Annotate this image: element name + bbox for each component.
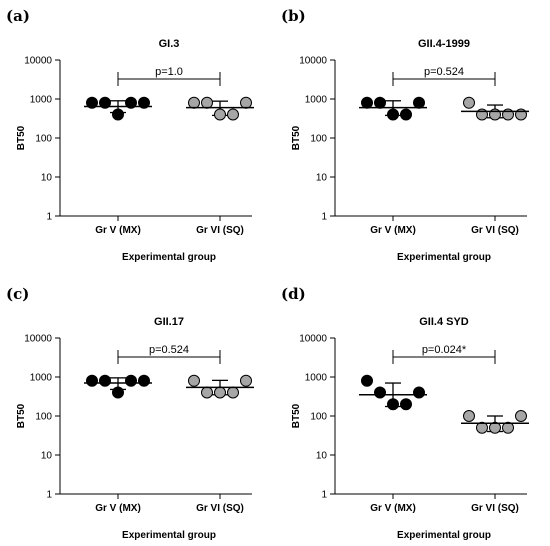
data-point (227, 386, 239, 399)
data-point (489, 421, 501, 434)
y-tick-label: 100 (310, 412, 327, 423)
data-point (476, 421, 488, 434)
y-tick-label: 10 (316, 173, 328, 184)
data-point (188, 96, 200, 109)
data-point (400, 398, 412, 411)
data-point (201, 386, 213, 399)
chart-panel: (a) GI.3 1 10 100 1000 10000 Gr V (MX) Gr VI (SQ… (6, 7, 254, 263)
data-point (515, 108, 527, 121)
y-tick-label: 10 (316, 451, 328, 462)
y-tick-label: 1 (46, 490, 52, 501)
data-point (112, 386, 124, 399)
data-point (188, 374, 200, 387)
data-point (463, 410, 475, 422)
y-tick-label: 100 (35, 134, 52, 145)
data-point (125, 374, 137, 387)
data-point (361, 374, 373, 387)
data-point (387, 108, 399, 121)
x-tick-label: Gr V (MX) (370, 225, 416, 236)
y-axis-title: BT50 (16, 403, 27, 428)
data-point (387, 398, 399, 411)
data-point (240, 374, 252, 387)
x-axis-title: Experimental group (397, 530, 491, 541)
panel-label: (d) (281, 285, 306, 303)
x-tick-label: Gr V (MX) (95, 503, 141, 514)
data-point (112, 108, 124, 121)
data-point (138, 96, 150, 109)
data-point (374, 386, 386, 399)
x-tick-label: Gr V (MX) (95, 225, 141, 236)
y-tick-label: 1000 (30, 373, 53, 384)
x-axis-title: Experimental group (397, 252, 491, 263)
x-tick-label: Gr VI (SQ) (196, 503, 244, 514)
y-tick-label: 10000 (299, 56, 327, 67)
x-axis-title: Experimental group (122, 252, 216, 263)
chart-title: GII.4-1999 (418, 38, 470, 50)
data-point (86, 96, 98, 109)
p-value-label: p=0.524 (149, 344, 189, 356)
data-point (138, 374, 150, 387)
x-axis-title: Experimental group (122, 530, 216, 541)
y-axis-title: BT50 (16, 125, 27, 150)
x-tick-label: Gr VI (SQ) (471, 225, 519, 236)
y-tick-label: 10000 (24, 334, 52, 345)
data-point (476, 108, 488, 121)
p-value-label: p=0.024* (422, 344, 467, 356)
y-tick-label: 1000 (305, 95, 328, 106)
y-tick-label: 1000 (30, 95, 53, 106)
chart-title: GI.3 (159, 38, 180, 50)
panel-label: (c) (6, 285, 29, 303)
x-tick-label: Gr VI (SQ) (471, 503, 519, 514)
chart-title: GII.17 (154, 316, 184, 328)
y-tick-label: 10000 (24, 56, 52, 67)
data-point (99, 96, 111, 109)
p-value-label: p=0.524 (424, 66, 464, 78)
y-tick-label: 1 (321, 212, 327, 223)
y-tick-label: 1000 (305, 373, 328, 384)
p-value-label: p=1.0 (155, 66, 183, 78)
data-point (227, 108, 239, 121)
data-point (214, 386, 226, 399)
panel-label: (a) (6, 7, 30, 25)
chart-panel: (d) GII.4 SYD 1 10 100 1000 10000 Gr V (MX) Gr V… (281, 285, 529, 541)
data-point (374, 96, 386, 109)
data-point (489, 108, 501, 121)
panel-label: (b) (281, 7, 306, 25)
y-tick-label: 10 (41, 173, 53, 184)
data-point (201, 96, 213, 109)
data-point (413, 96, 425, 109)
data-point (413, 386, 425, 399)
data-point (214, 108, 226, 121)
y-tick-label: 10000 (299, 334, 327, 345)
data-point (463, 96, 475, 109)
y-axis-title: BT50 (291, 403, 302, 428)
data-point (502, 421, 514, 434)
data-point (400, 108, 412, 121)
y-tick-label: 1 (46, 212, 52, 223)
y-tick-label: 100 (35, 412, 52, 423)
chart-panel: (b) GII.4-1999 1 10 100 1000 10000 Gr V (MX) Gr … (281, 7, 529, 263)
y-tick-label: 10 (41, 451, 53, 462)
y-tick-label: 1 (321, 490, 327, 501)
data-point (86, 374, 98, 387)
data-point (125, 96, 137, 109)
data-point (240, 96, 252, 109)
chart-panel: (c) GII.17 1 10 100 1000 10000 Gr V (MX) Gr VI (… (6, 285, 254, 541)
y-tick-label: 100 (310, 134, 327, 145)
x-tick-label: Gr VI (SQ) (196, 225, 244, 236)
data-point (99, 374, 111, 387)
data-point (502, 108, 514, 121)
data-point (515, 410, 527, 422)
x-tick-label: Gr V (MX) (370, 503, 416, 514)
y-axis-title: BT50 (291, 125, 302, 150)
chart-title: GII.4 SYD (419, 316, 469, 328)
data-point (361, 96, 373, 109)
